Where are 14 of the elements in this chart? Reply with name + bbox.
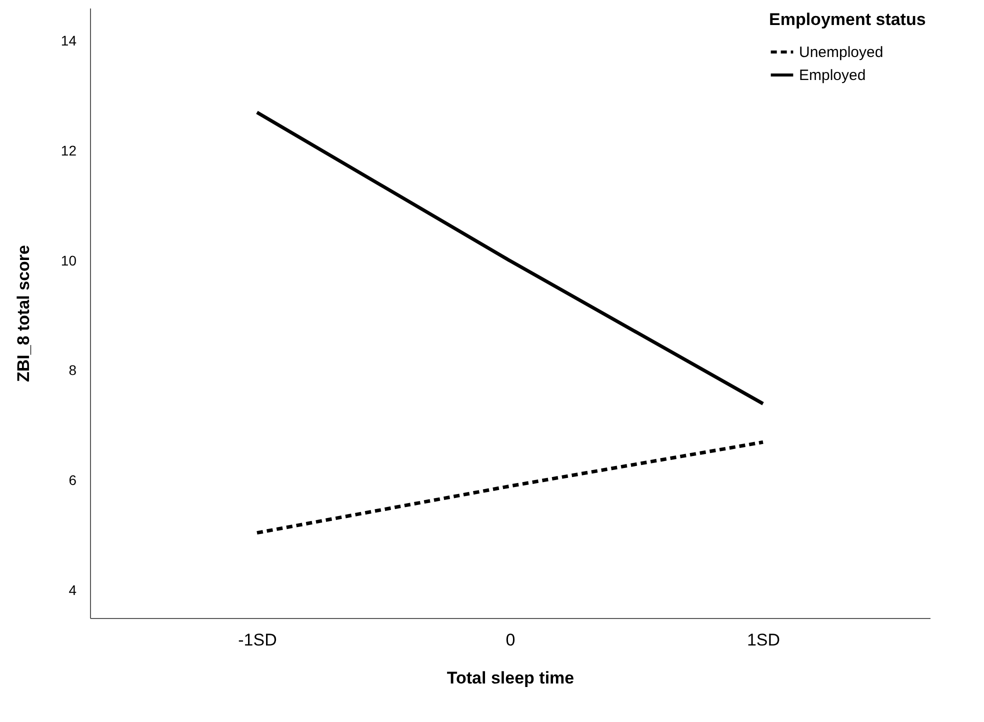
legend-label: Employed: [799, 67, 866, 84]
y-tick-label: 12: [60, 142, 77, 158]
y-tick-label: 10: [60, 252, 77, 268]
legend-title: Employment status: [769, 10, 926, 29]
x-tick-label: 1SD: [746, 630, 780, 650]
x-tick-label: 0: [506, 630, 516, 650]
y-tick-label: 4: [68, 582, 77, 598]
x-axis-title: Total sleep time: [446, 668, 574, 688]
y-tick-label: 14: [60, 32, 77, 48]
y-tick-label: 8: [68, 362, 77, 378]
y-tick-label: 6: [68, 472, 77, 488]
y-axis-title: ZBI_8 total score: [14, 245, 33, 382]
legend-label: Unemployed: [799, 44, 884, 61]
x-tick-label: -1SD: [238, 630, 277, 650]
